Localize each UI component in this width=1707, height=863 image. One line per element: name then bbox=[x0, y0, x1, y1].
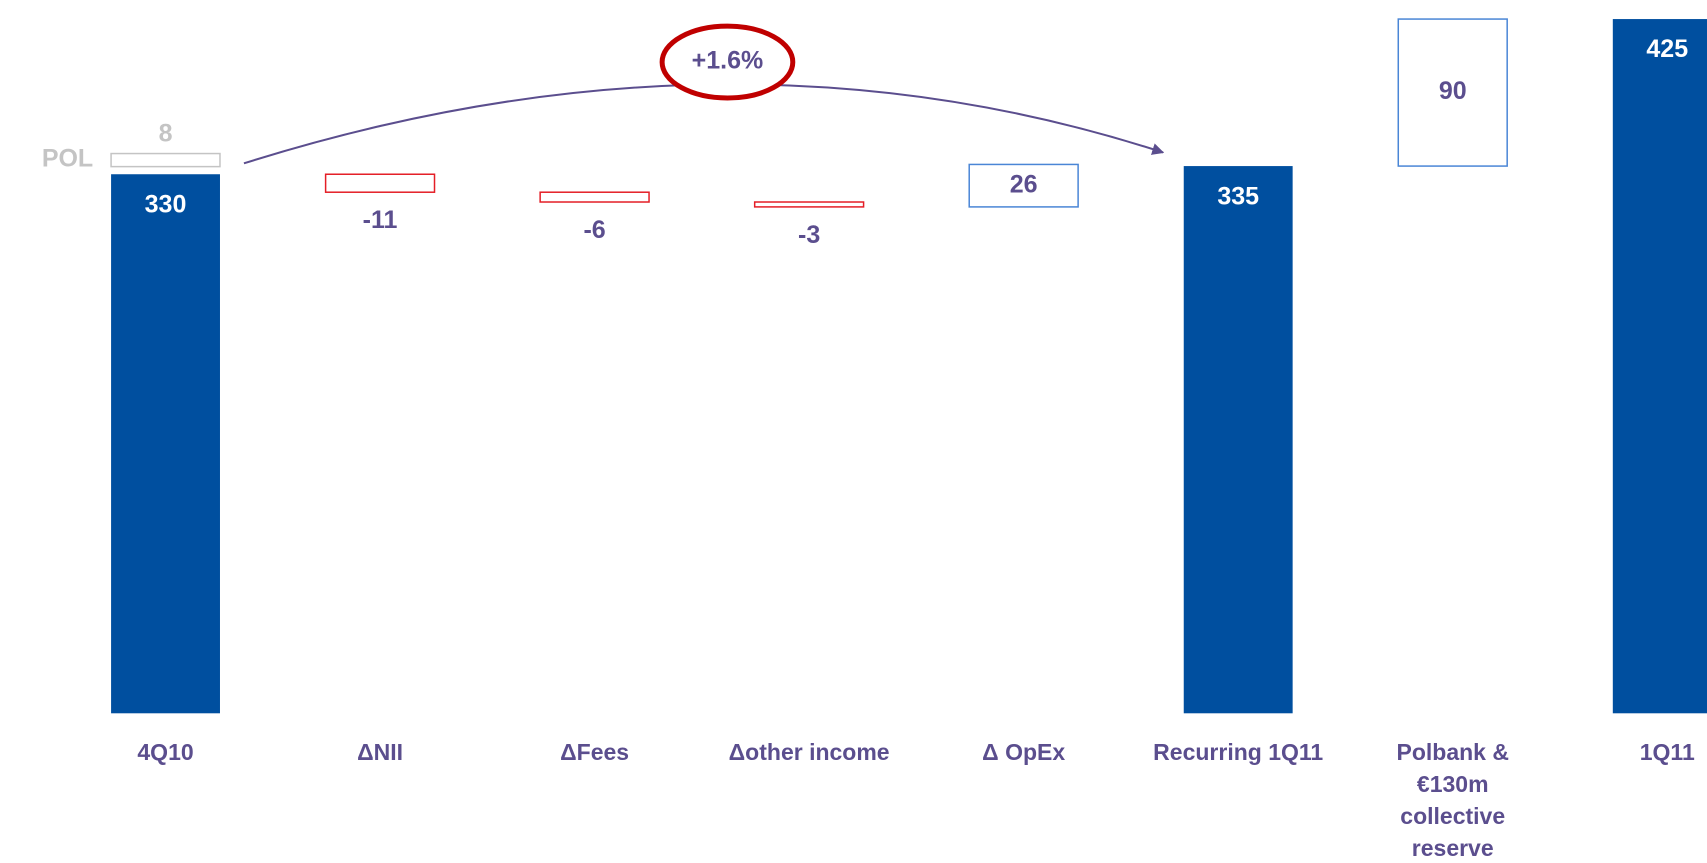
value-label: 90 bbox=[1439, 77, 1467, 105]
x-tick-label: Recurring 1Q11 bbox=[1153, 739, 1324, 766]
x-tick-label: ΔFees bbox=[560, 739, 630, 766]
x-tick-label: 1Q11 bbox=[1639, 739, 1695, 766]
annotation: +1.6% bbox=[692, 47, 764, 75]
value-label: -3 bbox=[798, 221, 820, 249]
value-label: -11 bbox=[363, 206, 398, 234]
value-label: 8 bbox=[159, 120, 173, 148]
value-label: 335 bbox=[1217, 182, 1259, 210]
bar bbox=[110, 152, 221, 168]
bar bbox=[111, 174, 220, 714]
annotation-ring bbox=[659, 23, 796, 101]
bar bbox=[753, 201, 865, 208]
bar bbox=[324, 173, 436, 193]
value-label: 330 bbox=[145, 190, 187, 218]
value-label: 425 bbox=[1646, 35, 1688, 63]
bar bbox=[1612, 19, 1707, 714]
x-tick-label: Δother income bbox=[728, 739, 890, 766]
x-tick-label: Δ OpEx bbox=[982, 739, 1066, 766]
bar bbox=[1397, 18, 1508, 167]
value-label: -6 bbox=[583, 216, 605, 244]
bar bbox=[539, 191, 650, 203]
x-tick-label: ΔNII bbox=[357, 739, 404, 766]
value-label: 26 bbox=[1010, 170, 1038, 198]
x-tick-label: Polbank & €130m collective reserve bbox=[1396, 739, 1509, 862]
bar bbox=[968, 163, 1079, 208]
bar bbox=[1183, 166, 1293, 714]
segment-label: POL bbox=[42, 145, 93, 173]
x-tick-label: 4Q10 bbox=[137, 739, 194, 766]
